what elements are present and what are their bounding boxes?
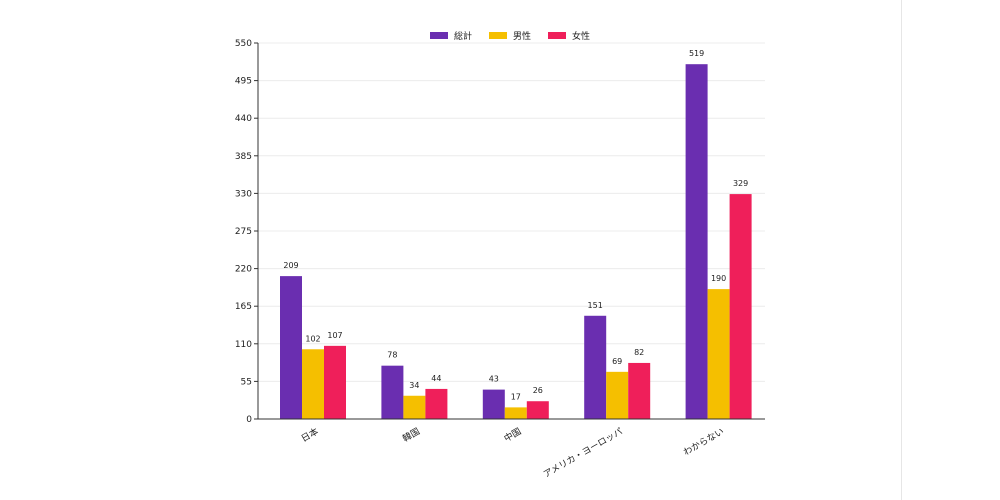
bar-male	[707, 289, 730, 419]
x-tick-label: 中国	[502, 425, 524, 444]
bars: 209 102 107 78 34 44 43 17 26 151 69 82 519 190 329	[280, 49, 752, 420]
data-label: 102	[305, 334, 320, 343]
x-tick-label: わからない	[682, 426, 726, 458]
data-label: 107	[327, 331, 342, 340]
legend-swatch	[548, 32, 566, 39]
bar-female	[526, 401, 549, 419]
data-label: 44	[431, 374, 441, 383]
bar-total	[482, 389, 505, 419]
bar-total	[685, 64, 708, 420]
bar-total	[280, 276, 302, 419]
data-label: 34	[409, 381, 419, 390]
data-label: 190	[711, 274, 726, 283]
bar-female	[425, 388, 448, 419]
data-label: 209	[283, 261, 298, 270]
data-label: 151	[588, 301, 603, 310]
right-divider	[901, 0, 902, 500]
grid-lines	[258, 42, 765, 382]
x-tick-label: アメリカ・ヨーロッパ	[542, 426, 625, 480]
bar-total	[584, 315, 607, 419]
legend: 総計 男性 女性	[430, 30, 590, 42]
bar-male	[302, 349, 324, 419]
bar-female	[324, 345, 346, 419]
y-tick-label: 385	[235, 152, 252, 162]
bar-female	[729, 194, 752, 419]
bar-total	[381, 365, 404, 419]
y-tick-label: 110	[235, 340, 252, 350]
y-tick-label: 440	[235, 114, 252, 124]
data-label: 69	[612, 357, 622, 366]
y-tick-label: 165	[235, 302, 252, 312]
legend-swatch	[430, 32, 448, 39]
legend-label: 女性	[572, 30, 590, 42]
y-tick-label: 0	[246, 415, 252, 425]
x-tick-label: 韓国	[401, 426, 422, 445]
data-label: 82	[634, 348, 644, 357]
y-axis: 0 55 110 165 220 275 330 385 440 495 550	[235, 39, 259, 425]
data-label: 26	[533, 386, 543, 395]
y-tick-label: 330	[235, 189, 252, 199]
legend-swatch	[489, 32, 507, 39]
bar-male	[403, 395, 426, 419]
data-label: 78	[387, 351, 397, 360]
bar-male	[606, 371, 629, 419]
bar-female	[628, 362, 651, 419]
y-tick-label: 495	[235, 77, 252, 87]
data-label: 17	[511, 392, 521, 401]
data-label: 329	[733, 179, 748, 188]
x-tick-label: 日本	[299, 425, 321, 444]
y-tick-label: 275	[235, 227, 252, 237]
legend-label: 男性	[513, 30, 531, 42]
data-label: 519	[689, 49, 704, 58]
bar-male	[504, 407, 527, 419]
x-axis: 日本 韓国 中国 アメリカ・ヨーロッパ わからない	[258, 418, 765, 480]
data-label: 43	[489, 375, 499, 384]
legend-label: 総計	[454, 30, 472, 42]
y-tick-label: 220	[235, 265, 252, 275]
y-tick-label: 550	[235, 39, 252, 49]
y-tick-label: 55	[241, 377, 252, 387]
